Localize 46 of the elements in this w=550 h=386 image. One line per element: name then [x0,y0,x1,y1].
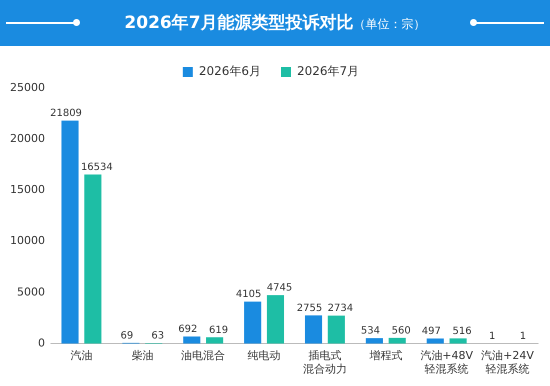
legend-label: 2026年6月 [198,64,262,78]
data-label: 4745 [266,282,292,294]
bar [206,337,224,344]
bar [183,336,200,344]
data-label: 2734 [328,303,354,314]
bar [450,338,467,344]
chart-subtitle: （单位：宗） [354,17,426,31]
data-label: 69 [120,330,134,342]
legend-label: 2026年7月 [297,64,360,78]
x-tick-label: 汽油 [70,349,92,362]
bar [366,338,383,344]
bar [388,338,406,344]
data-label: 534 [360,326,380,337]
y-tick-label: 25000 [10,80,45,94]
y-tick-label: 20000 [10,132,45,145]
x-tick-label: 汽油+48V轻混系统 [420,349,474,376]
bar [426,338,444,344]
data-label: 692 [178,324,198,336]
x-tick-label: 增程式 [368,349,402,362]
data-label: 63 [151,330,164,342]
y-tick-label: 15000 [10,183,45,196]
data-label: 21809 [50,108,82,120]
x-tick-label: 汽油+24V轻混系统 [481,349,534,376]
x-tick-label: 插电式混合动力 [302,349,347,376]
bar [266,295,284,344]
x-tick-label: 油电混合 [181,349,226,362]
x-tick-label: 纯电动 [248,349,281,362]
data-label: 516 [452,326,472,337]
bar [304,315,322,344]
y-tick-label: 0 [38,336,45,350]
bar [328,316,345,344]
data-label: 2755 [296,303,322,314]
bar [244,302,262,344]
bar [61,120,79,344]
data-label: 16534 [80,162,113,174]
data-label: 4105 [236,289,262,300]
bar [84,174,102,344]
data-label: 1 [488,331,496,342]
x-tick-label: 柴油 [131,349,154,362]
data-label: 560 [392,325,411,336]
chart-title: 2026年7月能源类型投诉对比 [124,13,354,33]
data-label: 497 [422,326,441,338]
y-tick-label: 10000 [10,234,45,248]
data-label: 1 [520,331,526,342]
data-label: 619 [209,324,228,336]
y-tick-label: 5000 [16,285,45,298]
